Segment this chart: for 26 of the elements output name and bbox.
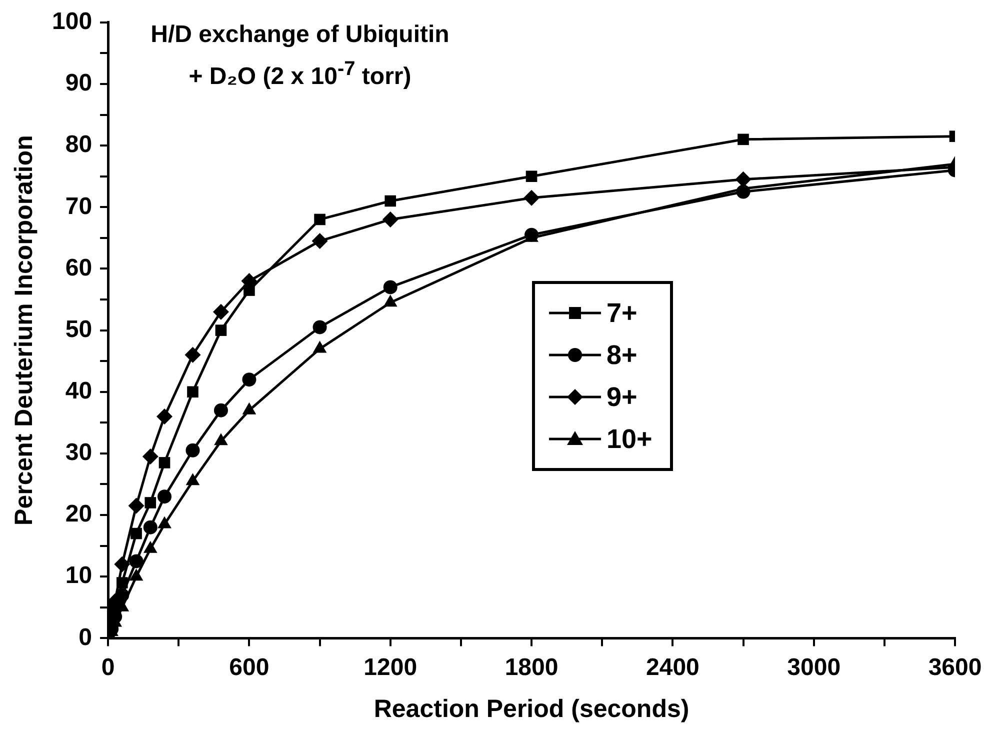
y-tick-label: 0	[78, 624, 92, 651]
y-tick-label: 100	[52, 8, 92, 36]
y-tick-label: 10	[65, 562, 92, 590]
text: + D₂O (2 x 10$^{-7}$ torr)	[188, 57, 412, 92]
x-tick-label: 3600	[928, 654, 982, 682]
y-tick-label: 50	[65, 316, 92, 343]
x-tick-label: 0	[101, 654, 115, 682]
y-tick-label: 80	[65, 131, 92, 158]
legend-label: 7+	[606, 298, 638, 329]
chart-title: H/D exchange of Ubiquitin	[150, 20, 450, 50]
legend-label: 9+	[606, 382, 638, 413]
legend-label: 8+	[606, 340, 638, 371]
x-tick-label: 1800	[504, 654, 558, 682]
y-tick-label: 90	[65, 70, 92, 97]
y-axis-title: Percent Deuterium Incorporation	[10, 135, 38, 526]
x-tick-label: 600	[229, 654, 270, 682]
x-tick-label: 2400	[646, 654, 700, 682]
y-tick-label: 30	[65, 439, 92, 466]
y-tick-label: 70	[65, 192, 92, 220]
y-tick-label: 20	[65, 500, 92, 528]
y-tick-label: 40	[65, 378, 92, 405]
x-axis-title: Reaction Period (seconds)	[374, 694, 690, 723]
x-tick-label: 3000	[787, 654, 841, 682]
y-tick-label: 60	[65, 254, 92, 282]
legend-label: 10+	[606, 424, 652, 455]
x-tick-label: 1200	[364, 654, 418, 682]
